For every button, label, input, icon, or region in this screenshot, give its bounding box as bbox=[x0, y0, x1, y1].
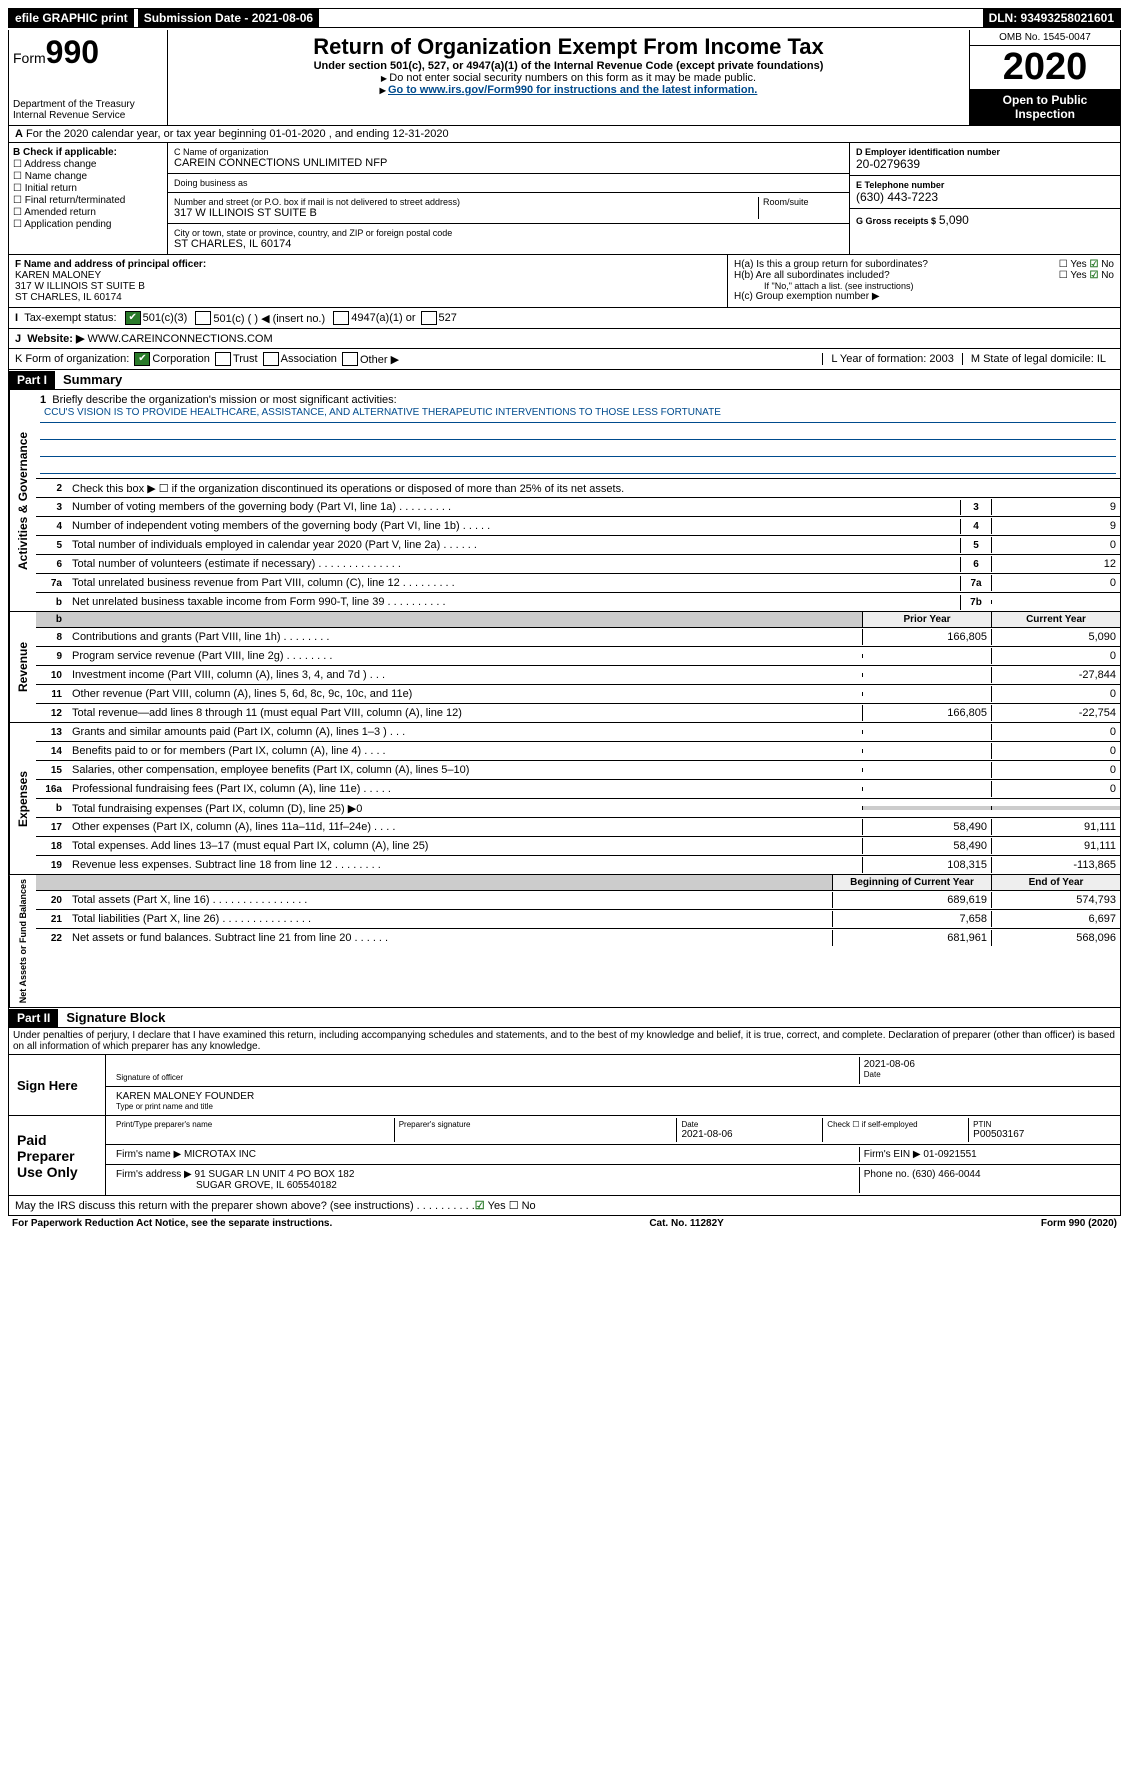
form-header: Form990 Department of the Treasury Inter… bbox=[8, 30, 1121, 126]
check-pending[interactable]: Application pending bbox=[13, 219, 163, 230]
ha-yesno[interactable]: Yes No bbox=[1059, 259, 1114, 270]
org-name: CAREIN CONNECTIONS UNLIMITED NFP bbox=[174, 157, 843, 169]
form-number: Form990 bbox=[13, 34, 163, 71]
row-klm: K Form of organization: ✔ Corporation Tr… bbox=[8, 349, 1121, 370]
hc-group-exemption: H(c) Group exemption number ▶ bbox=[734, 291, 1114, 302]
check-4947[interactable] bbox=[333, 311, 349, 325]
table-row: 13Grants and similar amounts paid (Part … bbox=[36, 723, 1120, 742]
table-row: 15Salaries, other compensation, employee… bbox=[36, 761, 1120, 780]
state-domicile: M State of legal domicile: IL bbox=[962, 353, 1114, 365]
expenses-section: Expenses 13Grants and similar amounts pa… bbox=[8, 723, 1121, 875]
firm-phone: (630) 466-0044 bbox=[912, 1169, 980, 1180]
table-row: 19Revenue less expenses. Subtract line 1… bbox=[36, 856, 1120, 874]
gross-receipts: 5,090 bbox=[939, 213, 969, 227]
website-url: WWW.CAREINCONNECTIONS.COM bbox=[87, 333, 272, 345]
check-address[interactable]: Address change bbox=[13, 159, 163, 170]
form-title: Return of Organization Exempt From Incom… bbox=[172, 34, 965, 60]
goto-link[interactable]: Go to www.irs.gov/Form990 for instructio… bbox=[172, 84, 965, 96]
page-footer: For Paperwork Reduction Act Notice, see … bbox=[8, 1216, 1121, 1231]
revenue-section: Revenue b Prior Year Current Year 8Contr… bbox=[8, 612, 1121, 723]
firm-name: MICROTAX INC bbox=[184, 1149, 256, 1160]
check-501c3[interactable]: ✔ bbox=[125, 311, 141, 325]
table-row: 16aProfessional fundraising fees (Part I… bbox=[36, 780, 1120, 799]
check-final[interactable]: Final return/terminated bbox=[13, 195, 163, 206]
table-row: 8Contributions and grants (Part VIII, li… bbox=[36, 628, 1120, 647]
sign-section: Sign Here Signature of officer 2021-08-0… bbox=[8, 1055, 1121, 1116]
balances-section: Net Assets or Fund Balances Beginning of… bbox=[8, 875, 1121, 1008]
col-b-checkboxes: B Check if applicable: Address change Na… bbox=[9, 143, 168, 254]
table-row: 21Total liabilities (Part X, line 26) . … bbox=[36, 910, 1120, 929]
check-amended[interactable]: Amended return bbox=[13, 207, 163, 218]
mission-text: CCU'S VISION IS TO PROVIDE HEALTHCARE, A… bbox=[40, 406, 1116, 423]
table-row: 22Net assets or fund balances. Subtract … bbox=[36, 929, 1120, 947]
row-j-website: J Website: ▶ WWW.CAREINCONNECTIONS.COM bbox=[8, 329, 1121, 349]
submission-date: Submission Date - 2021-08-06 bbox=[138, 9, 319, 27]
perjury-text: Under penalties of perjury, I declare th… bbox=[8, 1028, 1121, 1055]
row-i-tax-status: I Tax-exempt status: ✔ 501(c)(3) 501(c) … bbox=[8, 308, 1121, 329]
firm-ein: 01-0921551 bbox=[923, 1149, 976, 1160]
table-row: 9Program service revenue (Part VIII, lin… bbox=[36, 647, 1120, 666]
officer-name: KAREN MALONEY bbox=[15, 270, 101, 281]
ein: 20-0279639 bbox=[856, 157, 1114, 171]
form-subtitle: Under section 501(c), 527, or 4947(a)(1)… bbox=[172, 60, 965, 72]
section-fh: F Name and address of principal officer:… bbox=[8, 255, 1121, 308]
top-bar: efile GRAPHIC print Submission Date - 20… bbox=[8, 8, 1121, 28]
governance-section: Activities & Governance 1 Briefly descri… bbox=[8, 390, 1121, 612]
check-name[interactable]: Name change bbox=[13, 171, 163, 182]
sign-date: 2021-08-06 bbox=[864, 1059, 1110, 1070]
part2-header: Part II Signature Block bbox=[8, 1008, 1121, 1028]
discuss-row: May the IRS discuss this return with the… bbox=[8, 1196, 1121, 1216]
table-row: 18Total expenses. Add lines 13–17 (must … bbox=[36, 837, 1120, 856]
check-501c[interactable] bbox=[195, 311, 211, 325]
check-corp[interactable]: ✔ bbox=[134, 352, 150, 366]
table-row: 3Number of voting members of the governi… bbox=[36, 498, 1120, 517]
table-row: 20Total assets (Part X, line 16) . . . .… bbox=[36, 891, 1120, 910]
paid-preparer-section: Paid Preparer Use Only Print/Type prepar… bbox=[8, 1116, 1121, 1196]
check-trust[interactable] bbox=[215, 352, 231, 366]
table-row: 14Benefits paid to or for members (Part … bbox=[36, 742, 1120, 761]
table-row: bTotal fundraising expenses (Part IX, co… bbox=[36, 799, 1120, 818]
discuss-yesno[interactable]: Yes No bbox=[475, 1199, 536, 1212]
section-bcd: B Check if applicable: Address change Na… bbox=[8, 143, 1121, 255]
ssn-note: Do not enter social security numbers on … bbox=[172, 72, 965, 84]
part1-header: Part I Summary bbox=[8, 370, 1121, 390]
city-state-zip: ST CHARLES, IL 60174 bbox=[174, 238, 843, 250]
ptin: P00503167 bbox=[973, 1129, 1110, 1140]
table-row: 11Other revenue (Part VIII, column (A), … bbox=[36, 685, 1120, 704]
check-assoc[interactable] bbox=[263, 352, 279, 366]
check-initial[interactable]: Initial return bbox=[13, 183, 163, 194]
table-row: 17Other expenses (Part IX, column (A), l… bbox=[36, 818, 1120, 837]
check-other[interactable] bbox=[342, 352, 358, 366]
check-527[interactable] bbox=[421, 311, 437, 325]
table-row: 4Number of independent voting members of… bbox=[36, 517, 1120, 536]
phone: (630) 443-7223 bbox=[856, 190, 1114, 204]
hb-yesno[interactable]: Yes No bbox=[1059, 270, 1114, 281]
tax-year: 2020 bbox=[970, 46, 1120, 89]
street-address: 317 W ILLINOIS ST SUITE B bbox=[174, 207, 758, 219]
table-row: 12Total revenue—add lines 8 through 11 (… bbox=[36, 704, 1120, 722]
department: Department of the Treasury Internal Reve… bbox=[13, 99, 163, 121]
efile-label: efile GRAPHIC print bbox=[9, 9, 134, 27]
officer-name-title: KAREN MALONEY FOUNDER bbox=[116, 1091, 1110, 1102]
table-row: 7aTotal unrelated business revenue from … bbox=[36, 574, 1120, 593]
firm-addr1: 91 SUGAR LN UNIT 4 PO BOX 182 bbox=[195, 1169, 355, 1180]
row-a-tax-year: A For the 2020 calendar year, or tax yea… bbox=[8, 126, 1121, 143]
open-public: Open to Public Inspection bbox=[970, 89, 1120, 125]
table-row: 5Total number of individuals employed in… bbox=[36, 536, 1120, 555]
table-row: bNet unrelated business taxable income f… bbox=[36, 593, 1120, 611]
year-formation: L Year of formation: 2003 bbox=[822, 353, 962, 365]
dln: DLN: 93493258021601 bbox=[983, 9, 1120, 27]
table-row: 10Investment income (Part VIII, column (… bbox=[36, 666, 1120, 685]
table-row: 6Total number of volunteers (estimate if… bbox=[36, 555, 1120, 574]
omb-number: OMB No. 1545-0047 bbox=[970, 30, 1120, 46]
